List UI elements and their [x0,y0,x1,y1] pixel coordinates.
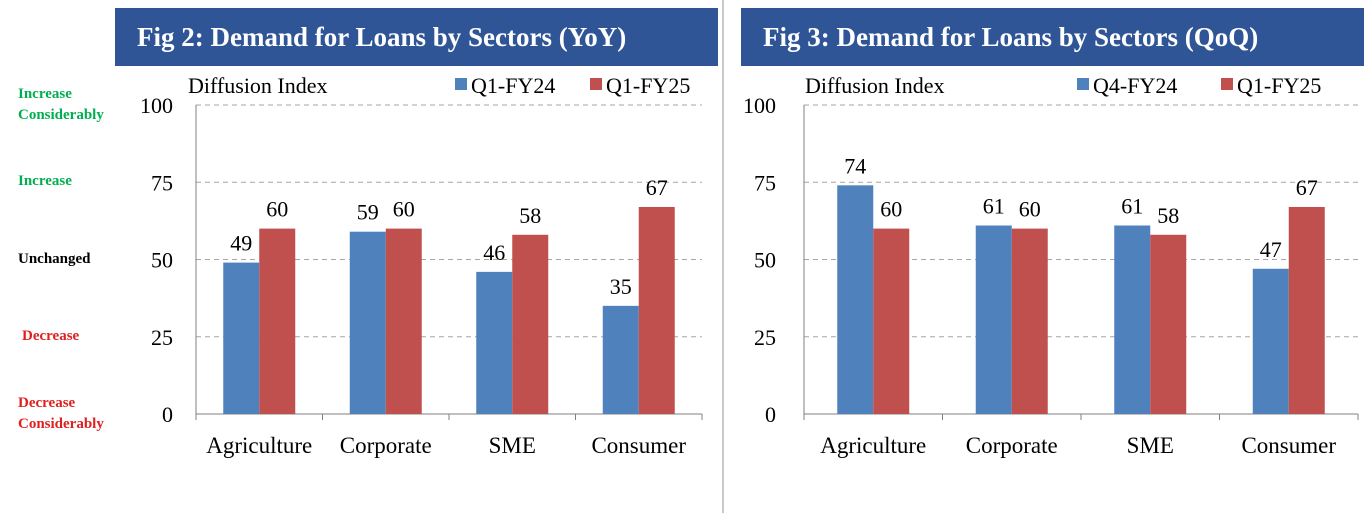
legend-label-1: Q4-FY24 [1093,73,1177,98]
data-label: 59 [357,200,379,225]
bar-corporate-series2 [385,228,422,414]
band-label-line: Increase [18,173,72,190]
panel-divider [722,0,724,513]
y-tick-label: 0 [765,402,776,427]
x-tick-label: Agriculture [820,433,926,458]
legend-swatch-1 [1077,78,1089,90]
data-label: 46 [483,240,505,265]
data-label: 61 [983,194,1005,219]
band-label-line: Unchanged [18,250,91,267]
bar-corporate-series1 [349,231,386,414]
x-tick-label: Corporate [966,433,1058,458]
bar-corporate-series2 [1011,228,1048,414]
band-label: Unchanged [18,249,91,270]
y-tick-label: 0 [162,402,173,427]
y-tick-label: 50 [151,248,173,273]
bar-sme-series2 [1150,234,1187,414]
bar-sme-series1 [1114,225,1151,414]
x-tick-label: Consumer [591,433,686,458]
data-label: 60 [266,197,288,222]
y-tick-label: 25 [151,325,173,350]
bar-agriculture-series1 [223,262,260,414]
band-label-line: Considerably [18,416,104,432]
data-label: 67 [1296,175,1318,200]
data-label: 67 [646,175,668,200]
x-tick-label: SME [489,433,536,458]
bar-consumer-series2 [638,206,675,414]
legend-label-2: Q1-FY25 [1237,73,1321,98]
data-label: 58 [519,203,541,228]
data-label: 61 [1121,194,1143,219]
bar-agriculture-series2 [259,228,296,414]
band-label-line: Decrease [22,327,80,344]
bar-sme-series1 [476,271,513,414]
band-label: Decrease Considerably [18,393,104,435]
bar-chart-yoy: 0 25 50 75 100 Diffusion Index Q1-FY24 Q1-FY25 4… [140,73,703,458]
data-label: 60 [1019,197,1041,222]
data-label: 74 [844,153,866,178]
y-tick-label: 75 [151,170,173,195]
data-label: 47 [1260,237,1282,262]
x-tick-label: Agriculture [206,433,312,458]
data-label: 58 [1157,203,1179,228]
legend-label-2: Q1-FY25 [606,73,690,98]
y-tick-label: 100 [140,93,173,118]
band-label-line: Decrease [18,395,76,411]
y-tick-label: 100 [743,93,776,118]
bar-consumer-series1 [1252,268,1289,414]
bar-chart-qoq: 0 25 50 75 100 Diffusion Index Q4-FY24 Q1-FY25 7… [743,73,1359,458]
x-tick-label: Corporate [340,433,432,458]
band-label: Increase Considerably [18,84,104,126]
y-axis-label: Diffusion Index [805,73,945,98]
bar-consumer-series2 [1288,206,1325,414]
band-label-line: Increase [18,86,72,102]
data-label: 60 [393,197,415,222]
bar-agriculture-series1 [837,185,874,414]
bar-consumer-series1 [602,305,639,414]
x-tick-label: SME [1127,433,1174,458]
y-tick-label: 75 [754,170,776,195]
y-tick-label: 50 [754,248,776,273]
legend-label-1: Q1-FY24 [471,73,555,98]
x-tick-label: Consumer [1241,433,1336,458]
bar-sme-series2 [512,234,549,414]
data-label: 49 [230,231,252,256]
band-label: Increase [18,171,72,192]
chart-title-qoq: Fig 3: Demand for Loans by Sectors (QoQ) [741,8,1364,66]
y-tick-label: 25 [754,325,776,350]
legend-swatch-1 [455,78,467,90]
bar-corporate-series1 [975,225,1012,414]
bar-agriculture-series2 [873,228,910,414]
data-label: 60 [880,197,902,222]
band-label: Decrease [22,326,79,347]
band-label-line: Considerably [18,107,104,123]
chart-title-yoy: Fig 2: Demand for Loans by Sectors (YoY) [115,8,718,66]
legend-swatch-2 [590,78,602,90]
y-axis-label: Diffusion Index [188,73,328,98]
data-label: 35 [610,274,632,299]
legend-swatch-2 [1221,78,1233,90]
